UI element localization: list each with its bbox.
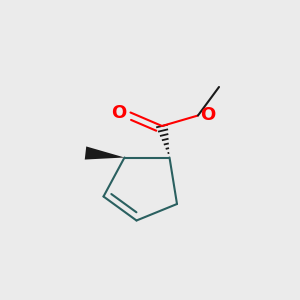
Polygon shape (85, 146, 124, 160)
Text: O: O (200, 106, 215, 124)
Text: O: O (112, 103, 127, 122)
